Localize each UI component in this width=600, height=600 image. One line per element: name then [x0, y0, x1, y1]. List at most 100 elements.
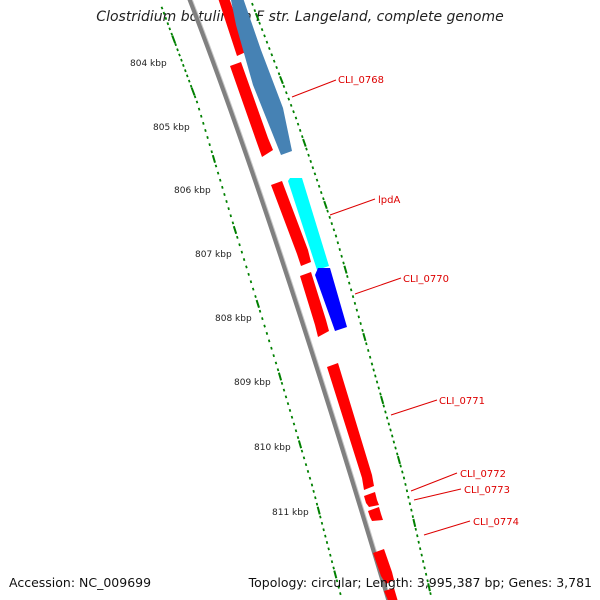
minor-tick [319, 515, 322, 519]
minor-tick [416, 534, 419, 538]
minor-tick [275, 65, 278, 70]
minor-tick [417, 540, 420, 544]
gene-label-cli-0772[interactable]: CLI_0772 [460, 469, 506, 480]
minor-tick [267, 339, 271, 343]
minor-tick [414, 527, 417, 531]
minor-tick [322, 197, 325, 201]
reverse-gene-cli-0768[interactable] [230, 0, 292, 155]
major-tick [323, 200, 328, 210]
forward-gene[interactable] [217, 0, 248, 56]
minor-tick [305, 147, 308, 151]
gene-label-cli-0768[interactable]: CLI_0768 [338, 75, 384, 86]
minor-tick [193, 95, 197, 99]
minor-tick [405, 489, 409, 493]
ruler-label: 810 kbp [254, 443, 291, 453]
minor-tick [338, 247, 341, 251]
minor-tick [330, 560, 334, 564]
minor-tick [315, 502, 319, 506]
minor-tick [328, 215, 331, 219]
major-tick [396, 455, 401, 465]
minor-tick [195, 100, 199, 104]
minor-tick [420, 553, 423, 557]
minor-tick [396, 452, 399, 456]
minor-tick [225, 200, 228, 204]
minor-tick [399, 464, 402, 468]
minor-tick [336, 241, 340, 245]
gene-label-cli-0770[interactable]: CLI_0770 [403, 274, 449, 285]
minor-tick [312, 489, 315, 493]
major-tick [316, 506, 321, 515]
minor-tick [260, 28, 264, 32]
minor-tick [287, 97, 291, 101]
minor-tick [314, 496, 317, 500]
minor-tick [320, 521, 324, 525]
minor-tick [258, 309, 262, 313]
minor-tick [401, 470, 404, 474]
minor-tick [189, 84, 193, 88]
minor-tick [180, 58, 183, 62]
forward-gene[interactable] [384, 588, 399, 600]
minor-tick [335, 579, 339, 583]
gene-label-cli-0774[interactable]: CLI_0774 [473, 517, 519, 528]
minor-tick [385, 416, 389, 420]
major-tick [277, 372, 283, 381]
minor-tick [411, 515, 414, 518]
minor-tick [423, 566, 426, 570]
minor-tick [229, 214, 232, 218]
reverse-gene-cli-0770[interactable] [315, 268, 347, 331]
gene-label-lpda[interactable]: lpdA [378, 195, 400, 206]
ruler-label: 808 kbp [215, 314, 252, 324]
reverse-strand-genes [230, 0, 347, 331]
minor-tick [387, 422, 391, 426]
minor-tick [377, 386, 380, 390]
minor-tick [301, 135, 304, 139]
minor-tick [337, 585, 340, 589]
minor-tick [202, 121, 205, 125]
minor-tick [176, 48, 179, 52]
minor-tick [351, 295, 355, 299]
forward-gene[interactable] [373, 549, 394, 584]
minor-tick [367, 349, 370, 353]
minor-tick [206, 136, 209, 140]
forward-gene[interactable] [327, 363, 374, 490]
minor-tick [270, 53, 274, 57]
gene-labels: CLI_0768 lpdA CLI_0770 CLI_0771 CLI_0772… [338, 75, 519, 528]
major-tick [362, 332, 367, 342]
minor-tick [308, 476, 312, 480]
ruler-label: 807 kbp [195, 250, 232, 260]
ruler-label: 809 kbp [234, 378, 271, 388]
minor-tick [214, 164, 218, 168]
forward-gene[interactable] [364, 492, 379, 507]
minor-tick [302, 456, 306, 460]
minor-tick [178, 53, 181, 57]
ruler-label: 804 kbp [130, 59, 167, 69]
minor-tick [270, 346, 273, 350]
minor-tick [204, 128, 207, 132]
minor-tick [274, 361, 278, 365]
ruler-label: 805 kbp [153, 123, 190, 133]
minor-tick [424, 572, 428, 576]
minor-tick [353, 301, 357, 305]
minor-tick [375, 380, 379, 384]
minor-tick [304, 463, 308, 467]
minor-tick [208, 143, 211, 147]
major-tick [412, 518, 417, 528]
minor-tick [284, 395, 288, 399]
minor-tick [391, 434, 394, 438]
minor-tick [182, 63, 185, 68]
major-tick [343, 265, 348, 274]
minor-tick [184, 69, 187, 73]
forward-gene[interactable] [368, 507, 383, 521]
reverse-gene-lpda[interactable] [288, 178, 329, 270]
major-tick [333, 570, 338, 579]
minor-tick [332, 228, 336, 232]
gene-label-cli-0771[interactable]: CLI_0771 [439, 396, 485, 407]
minor-tick [251, 287, 255, 291]
minor-tick [339, 592, 342, 596]
gene-label-cli-0773[interactable]: CLI_0773 [464, 485, 510, 496]
forward-gene[interactable] [300, 272, 329, 337]
forward-gene[interactable] [230, 62, 273, 157]
forward-gene[interactable] [271, 181, 311, 266]
minor-tick [342, 261, 345, 265]
